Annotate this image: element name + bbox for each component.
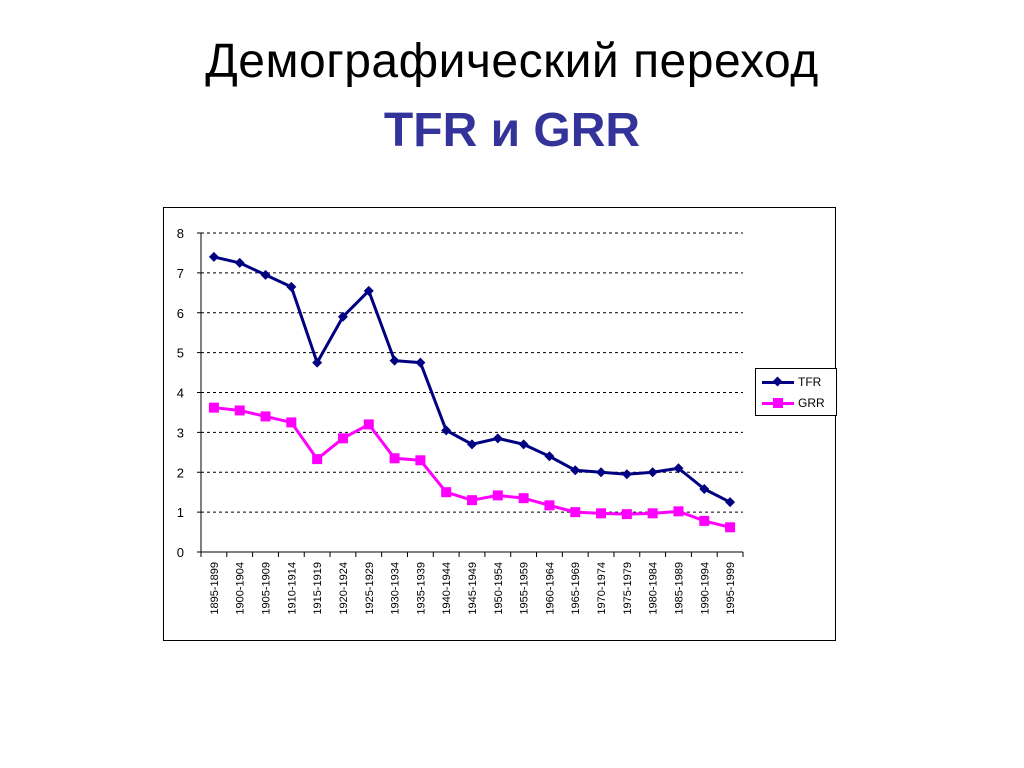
y-tick-label: 6 [177, 306, 184, 321]
data-point-tfr [260, 269, 271, 280]
x-tick-label: 1910-1914 [286, 562, 298, 615]
chart-legend: TFR GRR [755, 368, 837, 416]
data-point-grr [647, 508, 658, 519]
data-point-tfr [544, 451, 555, 462]
data-point-grr [467, 495, 477, 506]
data-point-tfr [363, 285, 374, 296]
data-point-grr [286, 417, 297, 428]
x-tick-label: 1960-1964 [544, 562, 556, 615]
data-point-tfr [621, 469, 632, 480]
data-point-grr [234, 405, 245, 416]
data-point-tfr [518, 439, 529, 450]
y-tick-label: 1 [177, 505, 184, 520]
data-point-grr [389, 453, 400, 464]
y-tick-label: 4 [177, 386, 184, 401]
data-point-tfr [337, 311, 348, 322]
y-tick-label: 0 [177, 545, 184, 560]
data-point-tfr [234, 257, 245, 268]
data-point-grr [596, 508, 607, 519]
data-point-grr [208, 402, 219, 413]
data-point-grr [260, 411, 271, 422]
legend-swatch-tfr [762, 375, 794, 389]
data-point-tfr [570, 465, 581, 476]
x-tick-label: 1995-1999 [725, 562, 737, 615]
legend-item-tfr: TFR [762, 373, 836, 391]
data-point-grr [337, 433, 348, 444]
data-point-tfr [286, 281, 297, 292]
legend-label-tfr: TFR [798, 375, 822, 389]
x-tick-label: 1925-1929 [364, 562, 376, 615]
x-tick-label: 1905-1909 [261, 562, 273, 615]
data-point-grr [699, 515, 710, 526]
data-point-tfr [673, 463, 684, 474]
slide-title: Демографический переход [205, 35, 819, 88]
data-point-grr [725, 522, 736, 533]
data-point-tfr [415, 357, 426, 368]
y-tick-label: 8 [177, 226, 184, 241]
data-point-grr [441, 487, 452, 498]
legend-swatch-grr [762, 396, 794, 410]
data-point-tfr [441, 425, 452, 436]
x-tick-label: 1935-1939 [415, 562, 427, 615]
x-tick-label: 1985-1989 [673, 562, 685, 615]
data-point-grr [544, 500, 555, 511]
data-point-grr [363, 419, 374, 430]
data-point-tfr [699, 483, 710, 494]
data-point-tfr [647, 467, 658, 478]
legend-label-grr: GRR [798, 396, 825, 410]
x-tick-label: 1900-1904 [235, 562, 247, 615]
data-point-grr [621, 509, 632, 520]
data-point-tfr [389, 355, 400, 366]
data-point-grr [673, 506, 684, 517]
x-tick-label: 1975-1979 [622, 562, 634, 615]
x-tick-label: 1930-1934 [390, 562, 402, 615]
slide-subtitle: TFR и GRR [383, 104, 641, 157]
data-point-tfr [492, 433, 503, 444]
data-point-grr [518, 493, 529, 504]
x-tick-label: 1980-1984 [648, 562, 660, 615]
data-point-grr [415, 455, 426, 466]
series-line-tfr [213, 255, 731, 504]
x-tick-label: 1895-1899 [209, 562, 221, 615]
x-tick-label: 1950-1954 [493, 562, 505, 615]
y-tick-label: 2 [177, 465, 184, 480]
data-point-grr [312, 454, 323, 465]
y-tick-label: 5 [177, 346, 184, 361]
x-tick-label: 1920-1924 [338, 562, 350, 615]
data-point-tfr [312, 357, 323, 368]
data-point-tfr [596, 467, 607, 478]
x-tick-label: 1915-1919 [312, 562, 324, 615]
y-tick-label: 7 [177, 266, 184, 281]
x-tick-label: 1940-1944 [441, 562, 453, 615]
x-tick-label: 1990-1994 [699, 562, 711, 615]
x-tick-label: 1955-1959 [519, 562, 531, 615]
y-tick-label: 3 [177, 425, 184, 440]
data-point-tfr [467, 439, 477, 450]
data-point-tfr [725, 497, 736, 508]
x-tick-label: 1965-1969 [570, 562, 582, 615]
data-point-grr [570, 507, 581, 518]
x-tick-label: 1945-1949 [467, 562, 479, 615]
data-point-grr [492, 490, 503, 501]
legend-item-grr: GRR [762, 394, 836, 412]
data-point-tfr [208, 251, 219, 262]
x-tick-label: 1970-1974 [596, 562, 608, 615]
